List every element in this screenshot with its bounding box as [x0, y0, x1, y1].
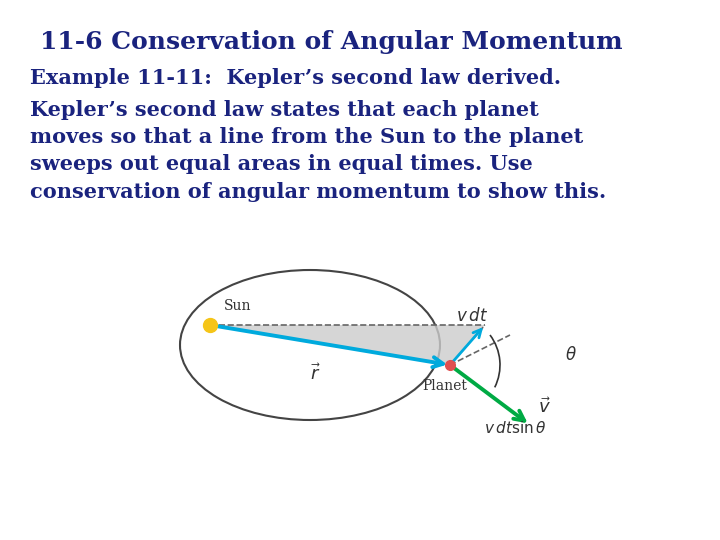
- Polygon shape: [210, 325, 485, 365]
- Text: Planet: Planet: [423, 379, 467, 393]
- Text: $v\,dt\sin\theta$: $v\,dt\sin\theta$: [484, 420, 546, 436]
- Text: $v\,dt$: $v\,dt$: [456, 307, 489, 325]
- Text: $\vec{r}$: $\vec{r}$: [310, 363, 320, 384]
- Text: 11-6 Conservation of Angular Momentum: 11-6 Conservation of Angular Momentum: [40, 30, 623, 54]
- Text: $\vec{v}$: $\vec{v}$: [538, 397, 551, 417]
- Text: Example 11-11:  Kepler’s second law derived.: Example 11-11: Kepler’s second law deriv…: [30, 68, 561, 88]
- Text: $\theta$: $\theta$: [565, 346, 577, 364]
- Text: Sun: Sun: [224, 299, 251, 313]
- Text: Kepler’s second law states that each planet
moves so that a line from the Sun to: Kepler’s second law states that each pla…: [30, 100, 606, 201]
